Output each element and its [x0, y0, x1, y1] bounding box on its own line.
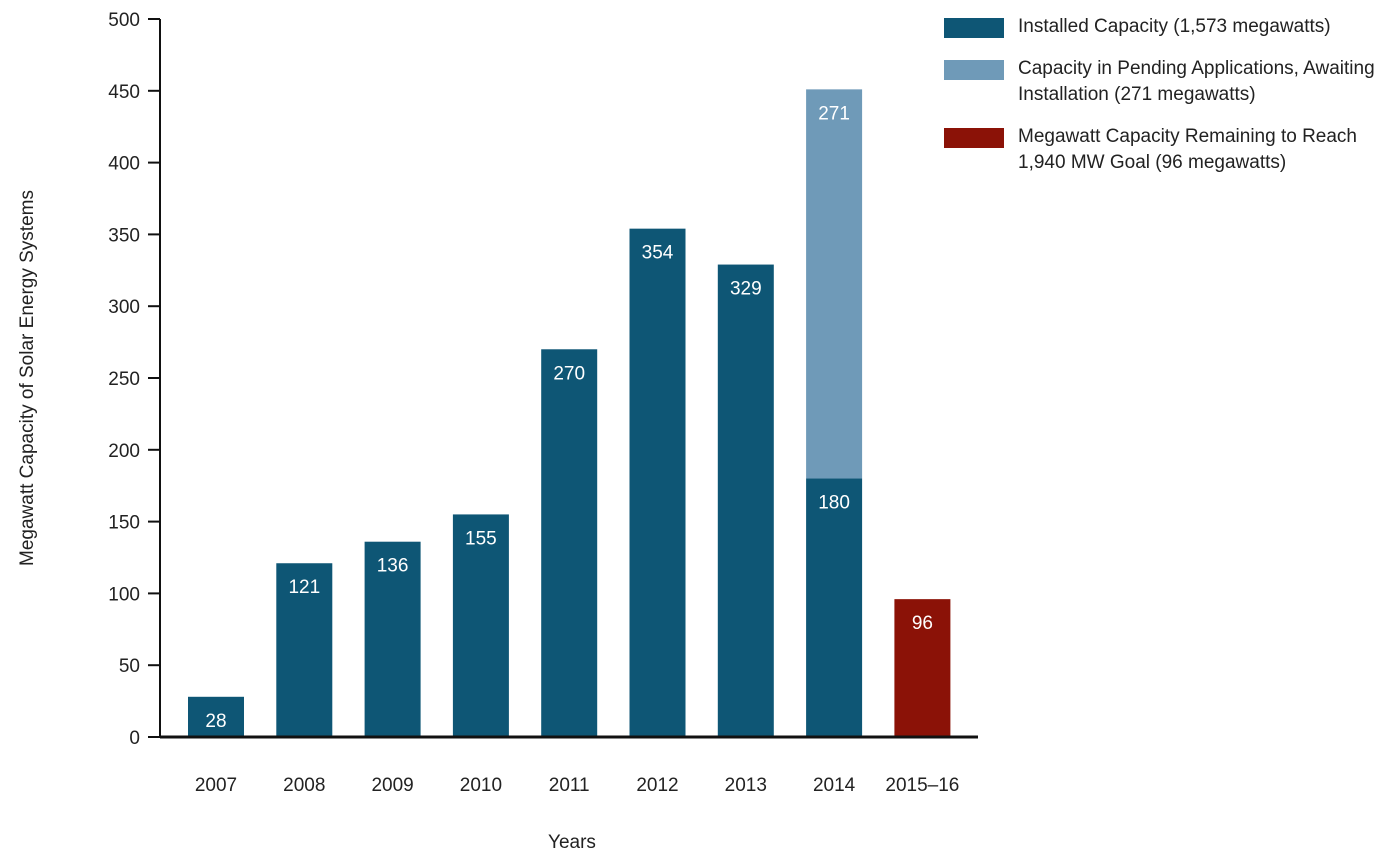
y-tick-label: 400 [108, 154, 140, 175]
legend-item-installed: Installed Capacity (1,573 megawatts) [944, 14, 1394, 40]
x-axis-title: Years [548, 832, 596, 853]
data-label: 121 [288, 577, 320, 598]
x-tick-label: 2012 [636, 775, 678, 796]
legend-label-pending: Capacity in Pending Applications, Awaiti… [1018, 58, 1375, 105]
data-label: 271 [818, 103, 850, 124]
x-tick-label: 2011 [549, 775, 590, 796]
data-label: 270 [553, 363, 585, 384]
y-tick-label: 250 [108, 369, 140, 390]
data-label: 28 [205, 711, 226, 732]
bar-2011-series-0 [541, 349, 598, 737]
x-tick-label: 2013 [725, 775, 767, 796]
x-axis: 2007 2008 2009 2010 2011 2012 2013 2014 2015–16 [160, 735, 978, 796]
data-label: 329 [730, 279, 762, 300]
y-tick-label: 300 [108, 297, 140, 318]
data-labels: 28 121 136 155 270 354 329 180 271 96 [205, 103, 933, 731]
y-axis: 0 50 100 150 200 250 300 350 400 450 500 [108, 10, 161, 749]
x-tick-label: 2009 [371, 775, 413, 796]
bar-2008-series-0 [276, 563, 333, 737]
data-label: 180 [818, 493, 850, 514]
bar-2014-series-1 [806, 89, 863, 479]
data-label: 155 [465, 528, 497, 549]
legend-label-installed: Installed Capacity (1,573 megawatts) [1018, 16, 1331, 37]
legend-swatch-installed [944, 18, 1004, 38]
legend-swatch-remaining [944, 128, 1004, 148]
bar-2014-series-0 [806, 478, 863, 737]
y-tick-label: 100 [108, 584, 140, 605]
x-tick-label: 2007 [195, 775, 237, 796]
y-tick-label: 500 [108, 10, 140, 31]
y-tick-label: 350 [108, 225, 140, 246]
y-tick-label: 450 [108, 82, 140, 103]
bar-2009-series-0 [364, 541, 421, 737]
legend-item-pending: Capacity in Pending Applications, Awaiti… [944, 56, 1394, 108]
bar-2015–16-series-2 [894, 599, 951, 737]
bar-2013-series-0 [717, 264, 774, 737]
y-tick-label: 150 [108, 513, 140, 534]
bars [188, 89, 951, 737]
bar-2007-series-0 [188, 696, 244, 737]
y-tick-label: 0 [129, 728, 140, 749]
y-tick-label: 200 [108, 441, 140, 462]
data-label: 354 [642, 243, 674, 264]
legend-swatch-pending [944, 60, 1004, 80]
y-tick-label: 50 [119, 656, 140, 677]
legend: Installed Capacity (1,573 megawatts) Cap… [944, 14, 1394, 192]
bar-2012-series-0 [629, 228, 686, 737]
x-tick-label: 2008 [283, 775, 325, 796]
data-label: 136 [377, 556, 409, 577]
bar-2010-series-0 [452, 514, 509, 737]
data-label: 96 [912, 613, 933, 634]
x-tick-label: 2015–16 [885, 775, 959, 796]
legend-label-remaining: Megawatt Capacity Remaining to Reach 1,9… [1018, 126, 1358, 173]
x-tick-label: 2010 [460, 775, 502, 796]
y-axis-title: Megawatt Capacity of Solar Energy System… [17, 190, 38, 566]
legend-item-remaining: Megawatt Capacity Remaining to Reach 1,9… [944, 124, 1394, 176]
x-tick-label: 2014 [813, 775, 856, 796]
